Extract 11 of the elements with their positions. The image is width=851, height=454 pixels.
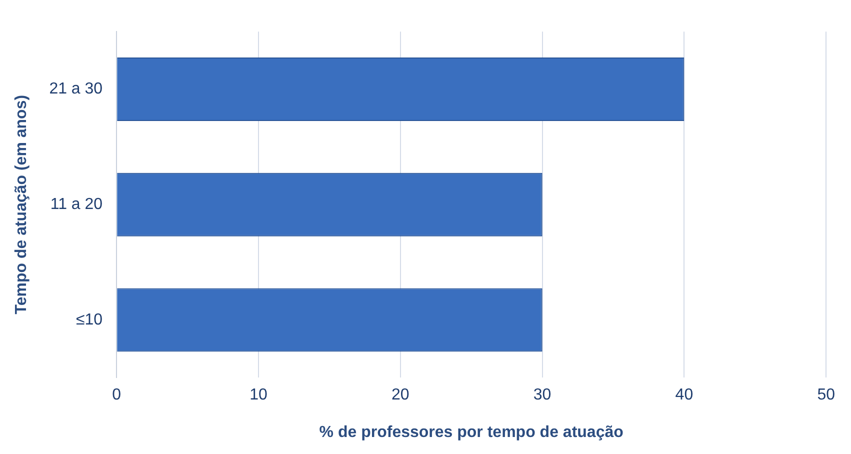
x-tick-label: 30 bbox=[533, 386, 552, 404]
y-tick-label: 21 a 30 bbox=[49, 80, 103, 98]
x-tick-label: 40 bbox=[675, 386, 694, 404]
x-tick-label: 0 bbox=[112, 386, 122, 404]
y-tick-label: ≤10 bbox=[76, 311, 103, 328]
x-axis-title: % de professores por tempo de atuação bbox=[319, 424, 624, 441]
x-tick-label: 50 bbox=[817, 386, 836, 404]
y-tick-label: 11 a 20 bbox=[50, 196, 103, 214]
y-axis-title: Tempo de atuação (em anos) bbox=[13, 94, 30, 314]
x-tick-label: 10 bbox=[250, 386, 268, 404]
x-tick-label: 20 bbox=[391, 386, 410, 404]
